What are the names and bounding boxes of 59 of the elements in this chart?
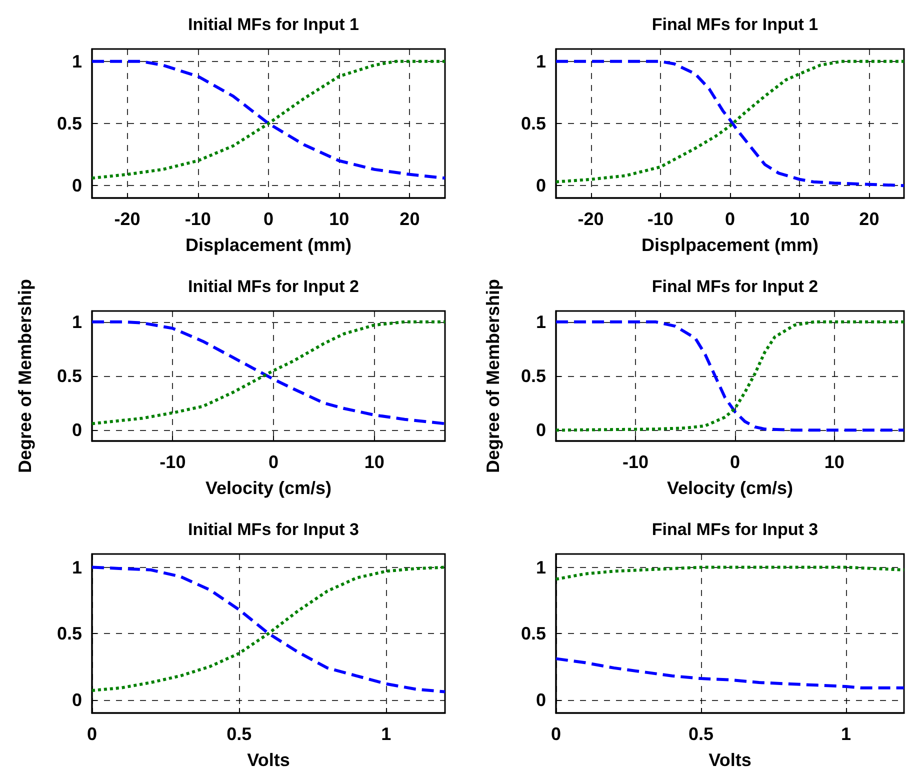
chart-title: Final MFs for Input 1 [652,15,818,34]
chart-title: Final MFs for Input 3 [652,520,818,539]
x-tick-label: 0 [268,452,279,472]
line-series [554,320,906,432]
y-tick-label: 0.5 [520,624,546,644]
y-tick-label: 0 [72,176,82,196]
y-tick-label: 0 [72,690,82,710]
x-tick-label: 0 [263,209,274,229]
x-axis-title: Displpacement (mm) [641,235,819,255]
x-tick-label: 10 [364,452,384,472]
y-tick-label: 0 [536,420,546,440]
x-tick-label: -20 [578,209,604,229]
y-tick-label: 1 [536,557,546,578]
x-tick-label: 20 [859,209,880,229]
x-tick-label: 0.5 [226,724,252,744]
chart-title: Initial MFs for Input 2 [188,277,359,296]
x-tick-label: 1 [381,724,392,744]
y-tick-label: 0 [72,420,82,440]
y-tick-label: 1 [536,312,546,332]
line-series [554,657,906,690]
x-tick-label: -10 [647,209,674,229]
x-tick-label: 0 [724,209,736,229]
x-axis-title: Volts [247,750,290,770]
x-tick-label: 10 [824,452,844,472]
y-tick-label: 1 [72,51,82,72]
y-tick-label: 1 [72,312,82,332]
x-axis-title: Displacement (mm) [185,235,352,255]
chart-title: Final MFs for Input 2 [652,277,818,296]
x-tick-label: -10 [160,452,186,472]
line-series [554,566,906,581]
x-tick-label: 20 [400,209,420,229]
x-tick-label: -20 [114,209,140,229]
y-axis-title: Degree of Membership [483,278,503,474]
x-axis-title: Velocity (cm/s) [205,478,332,498]
x-tick-label: 10 [790,209,810,229]
y-tick-label: 0.5 [56,366,82,386]
y-tick-label: 1 [536,51,546,72]
y-tick-label: 0 [536,690,546,710]
x-tick-label: 1 [840,724,852,744]
y-axis-title: Degree of Membership [15,278,35,474]
y-tick-label: 0.5 [56,624,82,644]
x-tick-label: 0 [730,452,740,472]
x-tick-label: 0 [86,724,98,744]
x-axis-title: Velocity (cm/s) [666,478,794,498]
line-series [90,60,446,180]
y-tick-label: 1 [72,557,82,578]
y-tick-label: 0 [536,176,546,196]
x-axis-title: Volts [708,750,752,770]
chart-title: Initial MFs for Input 1 [188,15,359,34]
y-tick-label: 0.5 [520,366,546,386]
chart-title: Initial MFs for Input 3 [188,520,359,539]
line-series [90,320,446,426]
x-tick-label: -10 [622,452,649,472]
y-tick-label: 0.5 [56,114,82,134]
x-tick-label: 0 [550,724,562,744]
x-tick-label: 10 [329,209,350,229]
x-tick-label: -10 [184,209,211,229]
y-tick-label: 0.5 [520,114,546,134]
x-tick-label: 0.5 [688,724,714,744]
